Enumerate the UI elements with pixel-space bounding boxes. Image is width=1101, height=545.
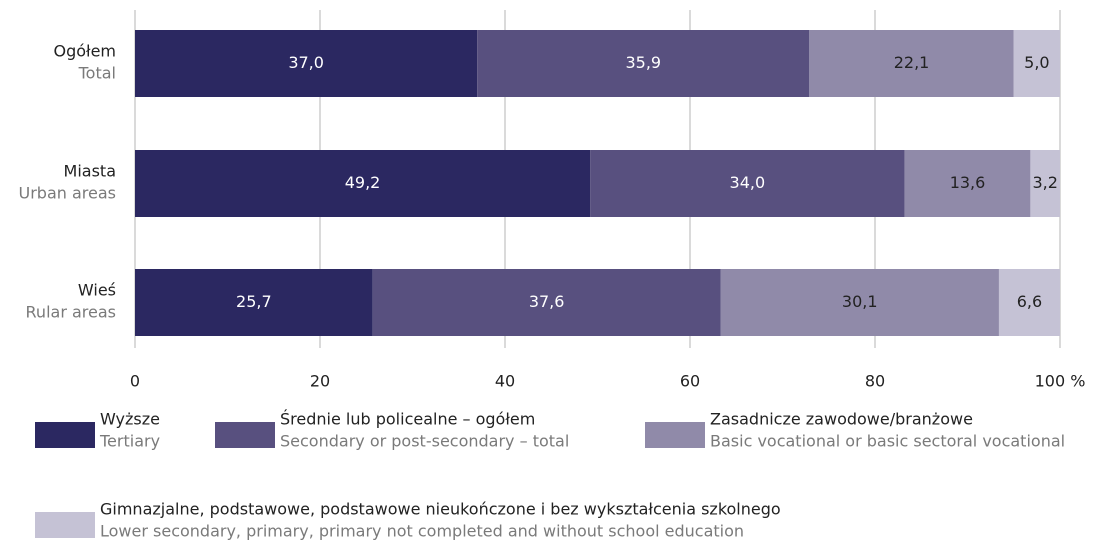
bar-segment: [1030, 150, 1060, 217]
legend-label-en: Secondary or post-secondary – total: [280, 432, 569, 451]
value-label: 30,1: [842, 292, 878, 311]
legend-label-en: Tertiary: [99, 432, 160, 451]
bar-segment: [720, 269, 999, 336]
bar-segment: [904, 150, 1031, 217]
bar-segment: [135, 150, 591, 217]
legend-swatch: [35, 512, 95, 538]
x-tick-label: 0: [130, 372, 140, 391]
legend-label: Średnie lub policealne – ogółem: [280, 410, 535, 429]
bar-segment: [135, 30, 478, 97]
category-label: Ogółem: [53, 42, 116, 61]
category-label-en: Rular areas: [26, 303, 116, 322]
value-label: 6,6: [1017, 292, 1042, 311]
category-label-en: Urban areas: [19, 184, 117, 203]
bar-segment: [135, 269, 373, 336]
value-label: 37,0: [288, 53, 324, 72]
legend-label: Gimnazjalne, podstawowe, podstawowe nieu…: [100, 500, 781, 519]
legend-swatch: [215, 422, 275, 448]
legend-label: Wyższe: [100, 410, 160, 429]
x-tick-label: 20: [310, 372, 330, 391]
value-label: 22,1: [894, 53, 930, 72]
value-label: 5,0: [1024, 53, 1049, 72]
bar-segment: [809, 30, 1014, 97]
x-tick-label: 100 %: [1035, 372, 1086, 391]
legend-swatch: [645, 422, 705, 448]
category-label: Miasta: [64, 162, 116, 181]
bar-segment: [998, 269, 1060, 336]
legend-swatch: [35, 422, 95, 448]
bar-segment: [1013, 30, 1060, 97]
x-tick-label: 80: [865, 372, 885, 391]
x-tick-label: 60: [680, 372, 700, 391]
value-label: 25,7: [236, 292, 272, 311]
value-label: 35,9: [625, 53, 661, 72]
value-label: 34,0: [730, 173, 766, 192]
bar-segment: [590, 150, 905, 217]
value-label: 37,6: [529, 292, 565, 311]
bar-segment: [372, 269, 721, 336]
bar-segment: [477, 30, 810, 97]
value-label: 13,6: [950, 173, 986, 192]
value-label: 49,2: [345, 173, 381, 192]
legend-label-en: Lower secondary, primary, primary not co…: [100, 522, 744, 541]
category-label: Wieś: [78, 281, 116, 300]
x-tick-label: 40: [495, 372, 515, 391]
value-label: 3,2: [1032, 173, 1057, 192]
category-label-en: Total: [78, 64, 116, 83]
legend-label-en: Basic vocational or basic sectoral vocat…: [710, 432, 1065, 451]
legend-label: Zasadnicze zawodowe/branżowe: [710, 410, 973, 429]
